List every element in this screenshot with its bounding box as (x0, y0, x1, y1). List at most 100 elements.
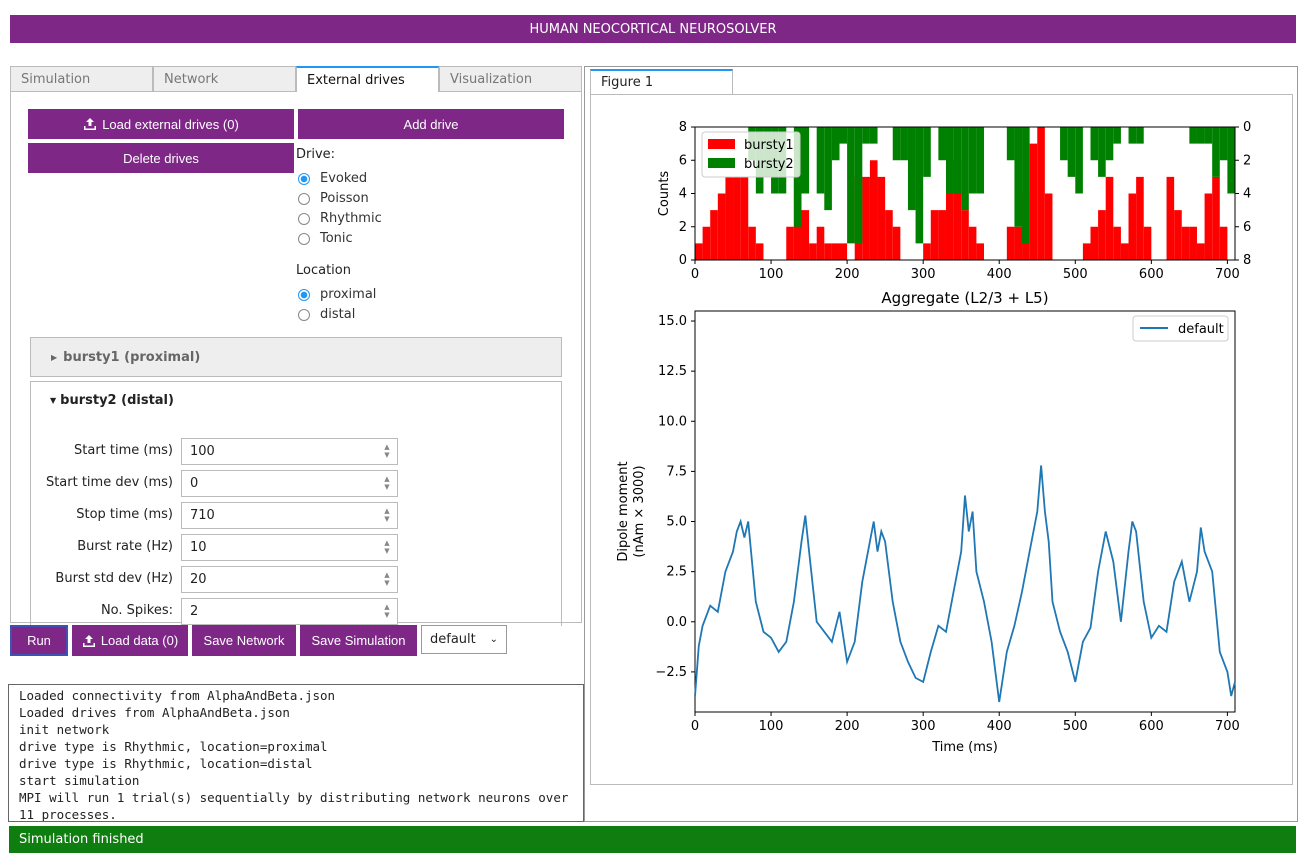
log-line: drive type is Rhythmic, location=proxima… (19, 739, 328, 754)
bar-bursty2 (1060, 127, 1068, 161)
tab-visualization[interactable]: Visualization (439, 66, 582, 92)
bar-bursty1 (1136, 176, 1144, 260)
save-network-button[interactable]: Save Network (192, 625, 296, 656)
bar-bursty1 (1166, 176, 1175, 260)
bar-bursty1 (1181, 226, 1190, 260)
bar-bursty2 (1098, 127, 1106, 177)
tab-network[interactable]: Network (153, 66, 296, 92)
field-label: Stop time (ms) (76, 507, 173, 522)
y-tick-label: 0.0 (666, 615, 687, 630)
upload-icon (82, 634, 95, 647)
bar-bursty1 (1212, 176, 1220, 260)
bar-bursty2 (816, 127, 825, 194)
chevron-down-icon: ⌄ (489, 634, 498, 645)
radio-distal[interactable]: distal (298, 307, 355, 322)
accordion-bursty1[interactable]: ▶ bursty1 (proximal) (30, 337, 562, 377)
field-label: Start time dev (ms) (45, 475, 173, 490)
app-header: HUMAN NEOCORTICAL NEUROSOLVER (10, 15, 1296, 43)
field-input[interactable]: 710 ▲ ▼ (181, 502, 398, 529)
bar-bursty2 (1067, 127, 1076, 177)
bar-bursty2 (1219, 127, 1228, 161)
delete-drives-button[interactable]: Delete drives (28, 143, 294, 173)
x-tick-label: 200 (835, 267, 860, 282)
radio-tonic[interactable]: Tonic (298, 231, 353, 246)
bar-bursty1 (1105, 176, 1114, 260)
y-tick-label: 15.0 (658, 314, 687, 329)
x-tick-label: 300 (911, 267, 936, 282)
bar-bursty2 (1113, 127, 1121, 144)
bar-bursty2 (976, 127, 985, 194)
spinner-icon[interactable]: ▲ ▼ (384, 571, 390, 587)
tab-label: Visualization (450, 71, 533, 87)
radio-icon (298, 192, 310, 205)
tab-simulation[interactable]: Simulation (10, 66, 153, 92)
save-simulation-button[interactable]: Save Simulation (300, 625, 417, 656)
field-input[interactable]: 20 ▲ ▼ (181, 566, 398, 593)
bar-bursty2 (945, 127, 954, 194)
y2-tick-label: 8 (1243, 253, 1251, 268)
field-input[interactable]: 2 ▲ ▼ (181, 598, 398, 625)
run-label: Run (27, 633, 51, 648)
field-input[interactable]: 100 ▲ ▼ (181, 438, 398, 465)
save-simulation-label: Save Simulation (311, 633, 406, 648)
radio-evoked[interactable]: Evoked (298, 171, 367, 186)
log-line: start simulation (19, 773, 140, 788)
x-tick-label: 500 (1063, 719, 1088, 734)
y-axis-label: Counts (657, 171, 672, 217)
x-tick-label: 500 (1063, 267, 1088, 282)
radio-proximal[interactable]: proximal (298, 287, 376, 302)
spinner-icon[interactable]: ▲ ▼ (384, 475, 390, 491)
field-input[interactable]: 0 ▲ ▼ (181, 470, 398, 497)
bar-bursty1 (1113, 226, 1121, 260)
spinner-icon[interactable]: ▲ ▼ (384, 507, 390, 523)
bar-bursty1 (831, 243, 840, 260)
tab-label: External drives (307, 72, 405, 88)
run-button[interactable]: Run (10, 625, 68, 656)
add-drive-button[interactable]: Add drive (298, 109, 564, 139)
spinner-icon[interactable]: ▲ ▼ (384, 539, 390, 555)
bar-bursty2 (1075, 127, 1083, 194)
dataset-select[interactable]: default ⌄ (421, 625, 507, 654)
bar-bursty1 (1120, 243, 1129, 260)
bar-bursty1 (816, 226, 825, 260)
save-network-label: Save Network (203, 633, 285, 648)
bar-bursty1 (695, 243, 703, 260)
figure-canvas (590, 94, 1293, 785)
field-value: 20 (190, 572, 207, 587)
radio-icon (298, 308, 310, 321)
field-input[interactable]: 10 ▲ ▼ (181, 534, 398, 561)
radio-poisson[interactable]: Poisson (298, 191, 369, 206)
bar-bursty2 (1136, 127, 1144, 144)
x-axis-label: Time (ms) (931, 740, 998, 755)
y-tick-label: 12.5 (658, 364, 687, 379)
radio-rhythmic[interactable]: Rhythmic (298, 211, 382, 226)
y-tick-label: 0 (679, 253, 687, 268)
bar-bursty1 (1044, 193, 1053, 260)
tab-external-drives[interactable]: External drives (296, 66, 439, 92)
radio-icon (298, 212, 310, 225)
accordion-title: bursty2 (distal) (60, 393, 174, 408)
load-external-drives-button[interactable]: Load external drives (0) (28, 109, 294, 139)
spinner-icon[interactable]: ▲ ▼ (384, 443, 390, 459)
x-tick-label: 400 (987, 719, 1012, 734)
spinner-icon[interactable]: ▲ ▼ (384, 603, 390, 619)
bar-bursty1 (1196, 243, 1205, 260)
load-data-button[interactable]: Load data (0) (72, 625, 188, 656)
accordion-bursty2[interactable]: ▼ bursty2 (distal) (50, 393, 174, 408)
series-line-default (694, 465, 1236, 703)
bar-bursty1 (740, 176, 749, 260)
tab-figure-1[interactable]: Figure 1 (590, 69, 733, 94)
bar-bursty2 (907, 127, 916, 211)
bar-bursty2 (1105, 127, 1114, 161)
axes-frame (694, 310, 1236, 713)
x-tick-label: 600 (1139, 267, 1164, 282)
bar-bursty1 (809, 243, 817, 260)
bar-bursty2 (953, 127, 962, 194)
bar-bursty1 (1143, 226, 1152, 260)
bar-bursty1 (1219, 226, 1228, 260)
app-title: HUMAN NEOCORTICAL NEUROSOLVER (529, 21, 777, 37)
log-output[interactable]: Loaded connectivity from AlphaAndBeta.js… (8, 684, 584, 822)
bar-bursty1 (1189, 226, 1197, 260)
bar-bursty2 (854, 127, 863, 244)
bar-bursty1 (1014, 226, 1023, 260)
